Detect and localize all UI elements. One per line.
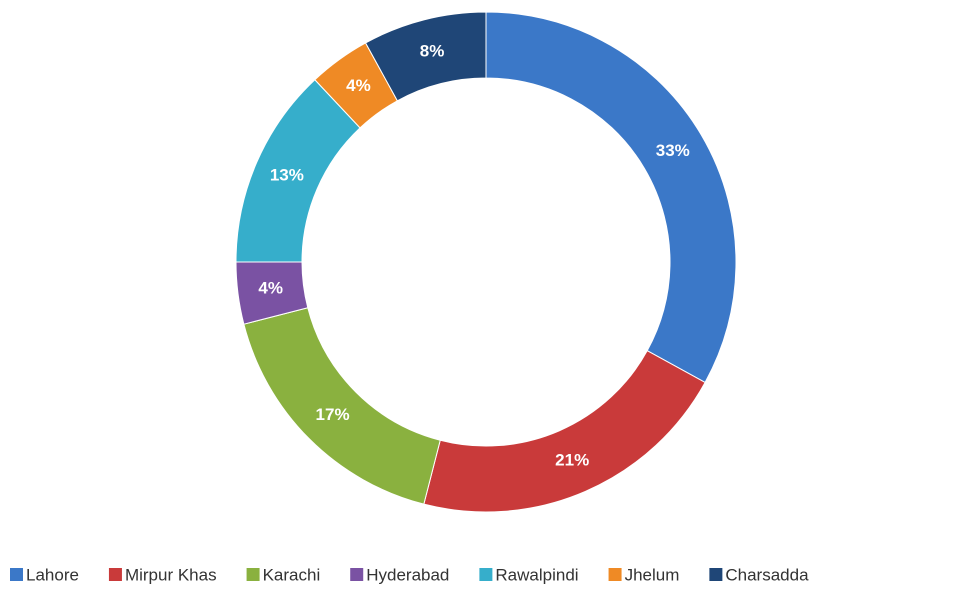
donut-segment [485, 11, 737, 384]
data-label: 4% [346, 76, 371, 95]
legend-swatch [608, 568, 622, 581]
data-label: 13% [270, 165, 304, 184]
legend-label: Rawalpindi [495, 565, 578, 584]
legend-label: Hyderabad [366, 565, 449, 584]
legend-swatch [709, 568, 723, 581]
legend-label: Mirpur Khas [125, 565, 217, 584]
donut-segment [364, 11, 487, 102]
data-label: 33% [656, 141, 690, 160]
legend-label: Jhelum [625, 565, 680, 584]
legend-swatch [10, 568, 23, 581]
legend-swatch [108, 568, 122, 581]
legend-label: Charsadda [725, 565, 809, 584]
legend-label: Lahore [26, 565, 79, 584]
donut-segment [423, 349, 706, 513]
data-label: 4% [258, 279, 283, 298]
legend-swatch [479, 568, 493, 581]
legend-swatch [350, 568, 364, 581]
data-label: 8% [420, 41, 445, 60]
data-label: 21% [555, 451, 589, 470]
legend-swatch [246, 568, 260, 581]
legend-label: Karachi [263, 565, 321, 584]
data-label: 17% [316, 405, 350, 424]
